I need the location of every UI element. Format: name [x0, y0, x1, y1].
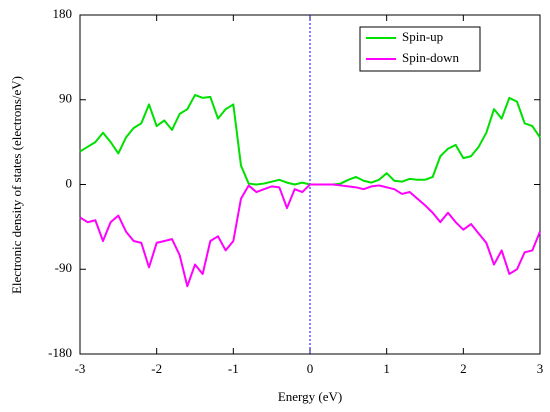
x-tick-label: 1 — [383, 361, 390, 376]
x-tick-label: -2 — [151, 361, 162, 376]
x-tick-label: -3 — [75, 361, 86, 376]
y-tick-label: -180 — [48, 345, 72, 360]
y-axis-label: Electronic density of states (electrons/… — [9, 76, 24, 294]
series-line — [79, 183, 541, 288]
legend-box — [359, 26, 481, 72]
y-tick-label: -90 — [55, 260, 72, 275]
legend-label: Spin-down — [402, 50, 460, 65]
y-tick-label: 0 — [66, 175, 73, 190]
y-tick-label: 180 — [53, 6, 73, 21]
x-axis-label: Energy (eV) — [278, 389, 342, 404]
x-tick-label: 2 — [460, 361, 467, 376]
legend-label: Spin-up — [402, 29, 443, 44]
x-tick-label: 0 — [307, 361, 314, 376]
x-tick-label: -1 — [228, 361, 239, 376]
x-tick-label: 3 — [537, 361, 544, 376]
y-tick-label: 90 — [59, 91, 72, 106]
